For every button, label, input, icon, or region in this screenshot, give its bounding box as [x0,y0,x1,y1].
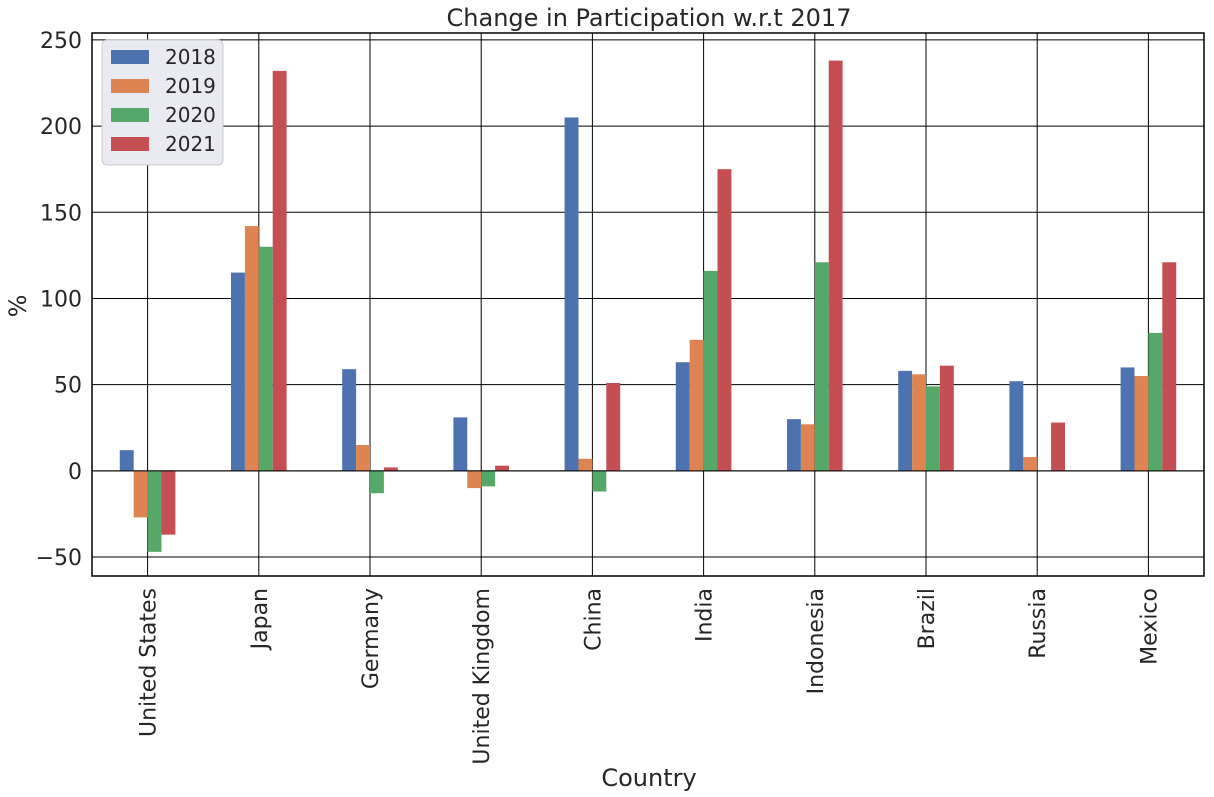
legend-swatch-2019 [111,79,149,93]
bar-2020-china [592,470,607,492]
bar-2019-germany [356,444,370,471]
bar-2021-germany [383,467,398,471]
y-axis: −50 0 50 100 150 200 250 [36,29,82,571]
bar-2018-brazil [898,370,913,471]
bar-2020-japan [258,246,273,471]
legend-label-2019: 2019 [165,74,216,98]
legend-label-2020: 2020 [165,103,216,127]
x-axis-label: Country [601,764,696,792]
legend-label-2018: 2018 [165,45,216,69]
bar-2021-india [717,169,732,471]
legend-swatch-2018 [111,50,149,64]
x-tick-label: Mexico [1137,588,1162,665]
y-tick-label: 0 [68,460,82,485]
bar-2019-mexico [1134,376,1149,471]
bar-2018-russia [1009,381,1024,471]
x-tick-label: United Kingdom [470,588,495,765]
bar-2021-indonesia [828,60,843,471]
bar-2018-germany [342,369,357,471]
legend-frame [101,39,224,166]
bars [119,60,1177,552]
plot-frame [91,32,1205,577]
bar-2020-germany [370,470,384,494]
bar-2021-mexico [1162,262,1177,471]
chart-title: Change in Participation w.r.t 2017 [447,4,852,32]
legend-swatch-2021 [111,137,149,151]
bar-2019-united-states [133,470,148,518]
bar-2019-china [578,458,593,471]
x-tick-label: India [693,588,718,642]
bar-2020-indonesia [814,262,829,471]
bar-2019-india [689,339,704,471]
bar-2020-mexico [1148,332,1163,471]
bar-2018-united-states [119,450,134,471]
bar-2020-brazil [926,386,940,471]
y-tick-label: 100 [40,287,82,312]
bar-2018-japan [231,272,245,471]
y-tick-label: −50 [36,546,82,571]
bar-2021-russia [1051,422,1065,471]
bar-2021-united-states [161,470,176,535]
x-tick-label: China [581,588,606,651]
bar-2018-india [675,362,690,471]
bar-2018-indonesia [787,419,801,471]
bar-2019-japan [244,226,259,471]
bar-2021-japan [272,70,287,471]
bar-2021-brazil [939,365,954,471]
bar-2018-mexico [1120,367,1135,471]
bar-2019-united-kingdom [467,470,482,489]
x-tick-label: Indonesia [804,588,829,694]
legend: 2018 2019 2020 2021 [101,39,224,166]
bar-2020-india [703,270,718,471]
bar-2020-united-kingdom [481,470,496,487]
bar-2019-brazil [912,374,926,471]
x-tick-label: Japan [248,588,273,651]
x-tick-label: United States [137,588,162,737]
bar-2018-china [564,117,579,471]
x-tick-label: Germany [359,588,384,689]
bar-2021-china [606,382,621,471]
bar-2018-united-kingdom [453,417,468,471]
legend-swatch-2020 [111,108,149,122]
bar-2019-russia [1023,457,1038,471]
bar-2019-indonesia [800,424,815,471]
y-axis-label: % [4,295,32,318]
y-tick-label: 150 [40,201,82,226]
x-axis: United States Japan Germany United Kingdom C… [137,588,1163,765]
x-tick-label: Russia [1026,588,1051,659]
y-tick-label: 250 [40,29,82,54]
bar-2020-united-states [147,470,162,552]
y-tick-label: 50 [54,374,82,399]
legend-label-2021: 2021 [165,132,216,156]
y-tick-label: 200 [40,115,82,140]
bar-2021-united-kingdom [495,465,509,471]
x-tick-label: Brazil [915,588,940,649]
